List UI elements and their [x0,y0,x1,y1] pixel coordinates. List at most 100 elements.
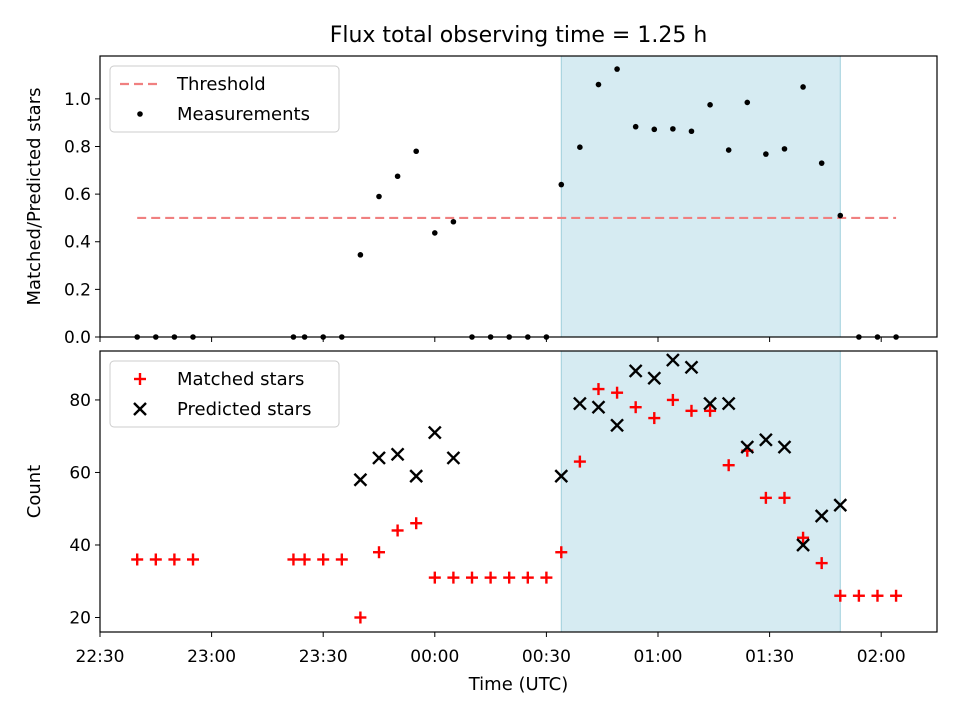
predicted-star-point [759,432,773,447]
legend-label: Measurements [177,104,310,125]
y-tick-label: 80 [69,391,91,411]
matched-star-point [373,546,385,559]
legend-box [109,65,340,133]
matched-star-point [592,383,605,396]
x-tick-label: 00:30 [522,647,571,667]
measurement-point [632,123,639,130]
matched-star-point [287,553,300,566]
x-tick-label: 23:30 [299,647,348,667]
matched-star-point [573,455,586,468]
legend-box [109,360,340,428]
predicted-star-point [796,538,810,552]
matched-star-point [391,524,404,537]
x-tick-label: 00:00 [410,647,459,667]
matched-star-point [484,571,497,584]
measurement-point [837,212,844,219]
bottom-legend: Matched stars Predicted stars [109,360,340,428]
y-tick-label: 0.4 [64,233,91,253]
legend-label: Threshold [176,74,266,95]
matched-star-point [797,531,810,544]
matched-star-point [852,589,865,602]
matched-star-point [759,491,772,504]
measurement-point [614,66,620,72]
matched-star-point [354,611,367,624]
legend-predicted-swatch [133,402,147,416]
y-tick-label: 20 [69,608,91,628]
matched-star-point [428,571,441,584]
measurement-point [744,99,751,106]
predicted-star-point [721,396,736,411]
matched-star-point [131,553,144,566]
matched-star-point [815,557,828,570]
measurement-point [413,148,420,155]
legend-item: Threshold [120,74,266,95]
matched-star-point [187,553,199,566]
measurement-point [394,173,401,180]
measurement-point [818,160,825,166]
matched-star-point [685,404,698,417]
predicted-star-point [554,469,569,483]
matched-star-point [168,553,181,566]
matched-star-point [722,459,735,472]
y-tick-label: 40 [69,536,91,556]
x-tick-label: 01:00 [634,647,683,667]
matched-star-point [834,589,847,602]
matched-star-point [149,553,162,566]
top-y-axis-label: Matched/Predicted stars [24,88,45,306]
predicted-star-point [628,364,643,378]
matched-star-point [704,404,717,417]
top-legend: Threshold Measurements [109,65,340,133]
measurement-point [725,147,732,153]
y-tick-label: 0.0 [64,328,91,348]
legend-item: Predicted stars [133,399,311,420]
matched-star-point [298,553,311,566]
bottom-axes-frame [99,350,938,633]
measurement-point [670,126,676,132]
matched-star-point [466,571,478,584]
x-tick-label: 23:00 [187,647,236,667]
bottom-series [131,353,903,624]
measurement-point [800,84,806,90]
bottom-panel: 20 40 60 80 22:30 23:00 23:30 00:00 00:30 01:00 0… [24,350,938,695]
matched-star-point [871,589,884,602]
legend-label: Predicted stars [177,399,311,420]
top-axes-frame [99,55,938,338]
measurement-point [595,81,602,88]
x-tick-label: 01:30 [745,647,794,667]
matched-star-point [521,571,534,584]
matched-star-point [335,553,348,566]
chart-title: Flux total observing time = 1.25 h [330,23,708,48]
bottom-y-axis: 20 40 60 80 [69,351,841,632]
predicted-star-point [427,425,442,440]
predicted-star-point [573,396,587,411]
measurement-point [781,146,788,152]
y-tick-label: 1.0 [64,90,91,110]
legend-measurement-swatch [137,111,143,117]
bottom-x-axis: 22:30 23:00 23:30 00:00 00:30 01:00 01:30 02:00 [76,632,906,667]
predicted-star-point [390,447,405,462]
legend-label: Matched stars [177,369,304,390]
predicted-star-point [647,371,662,386]
matched-star-point [503,571,516,584]
measurement-point [432,230,438,236]
predicted-star-point [814,509,829,523]
predicted-star-point [666,353,680,367]
predicted-star-point [591,400,606,415]
measurement-point [558,181,565,188]
predicted-star-point [684,360,699,375]
predicted-star-point [353,472,368,487]
predicted-star-point [409,469,424,483]
y-tick-label: 0.6 [64,185,91,205]
measurement-point [763,151,769,157]
predicted-star-point [446,451,461,465]
x-tick-label: 02:00 [857,647,906,667]
matched-star-point [778,491,791,504]
predicted-star-point [703,396,717,411]
bottom-y-axis-label: Count [24,465,45,518]
y-tick-label: 60 [69,463,91,483]
measurement-point [688,128,695,135]
top-y-axis: 0.0 0.2 0.4 0.6 0.8 1.0 [64,56,841,348]
matched-star-point [410,517,423,530]
matched-star-point [629,401,642,414]
legend-item: Measurements [137,104,310,125]
